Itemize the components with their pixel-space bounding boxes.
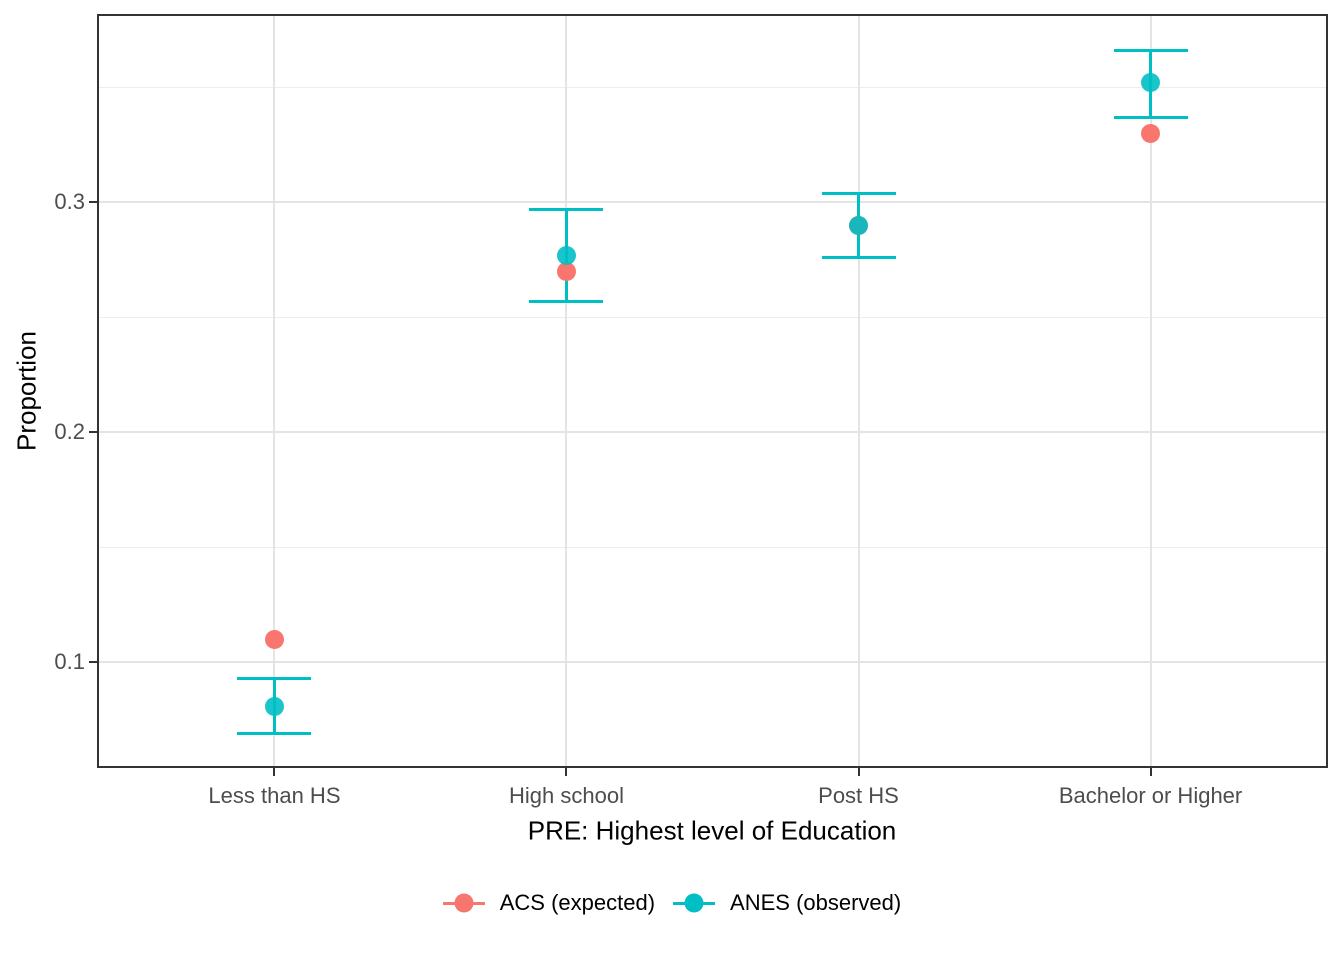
x-axis-tick	[273, 768, 276, 776]
anes-point	[264, 696, 284, 716]
x-major-gridline	[565, 16, 568, 766]
anes-errorbar-cap-top	[821, 191, 896, 195]
y-major-gridline	[99, 201, 1326, 204]
x-tick-label: Post HS	[818, 783, 899, 808]
y-major-gridline	[99, 431, 1326, 434]
anes-errorbar-cap-bottom	[529, 299, 604, 303]
anes-errorbar-cap-top	[237, 677, 312, 681]
legend-label: ANES (observed)	[730, 890, 902, 915]
legend-item: ANES (observed)	[673, 890, 901, 916]
x-tick-label: High school	[509, 783, 624, 808]
x-major-gridline	[273, 16, 276, 766]
legend-key	[673, 892, 716, 914]
anes-point	[556, 245, 576, 265]
x-major-gridline	[857, 16, 860, 766]
legend-key	[442, 892, 485, 914]
y-axis-tick	[89, 201, 97, 204]
y-axis-tick	[89, 661, 97, 664]
y-minor-gridline	[99, 316, 1326, 318]
acs-point	[264, 629, 284, 649]
y-tick-label: 0.2	[54, 419, 85, 445]
anes-point	[849, 215, 868, 235]
y-tick-label: 0.3	[54, 189, 85, 215]
y-minor-gridline	[99, 86, 1326, 88]
anes-errorbar-cap-top	[1113, 49, 1188, 52]
anes-errorbar-cap-top	[529, 207, 604, 211]
y-major-gridline	[99, 661, 1326, 664]
x-axis-tick	[565, 768, 568, 776]
acs-point	[1141, 123, 1161, 143]
y-minor-gridline	[99, 546, 1326, 548]
anes-point	[1141, 73, 1161, 93]
legend-key-dot-icon	[454, 893, 474, 913]
legend-label: ACS (expected)	[499, 890, 656, 915]
y-tick-label: 0.1	[54, 649, 85, 675]
plot-panel	[97, 14, 1328, 768]
x-major-gridline	[1149, 16, 1152, 766]
x-axis-tick	[1149, 768, 1152, 776]
x-tick-label: Less than HS	[208, 783, 341, 808]
legend-item: ACS (expected)	[442, 890, 656, 916]
x-axis-tick	[857, 768, 860, 776]
y-axis-tick	[89, 431, 97, 434]
x-axis-title: PRE: Highest level of Education	[527, 815, 897, 846]
anes-errorbar-cap-bottom	[1113, 115, 1188, 119]
anes-errorbar-cap-bottom	[237, 732, 312, 736]
x-tick-label: Bachelor or Higher	[1058, 783, 1243, 808]
legend-key-dot-icon	[684, 893, 704, 913]
legend: ACS (expected) ANES (observed)	[0, 890, 1344, 916]
anes-errorbar-cap-bottom	[821, 256, 896, 260]
acs-point	[556, 261, 576, 281]
